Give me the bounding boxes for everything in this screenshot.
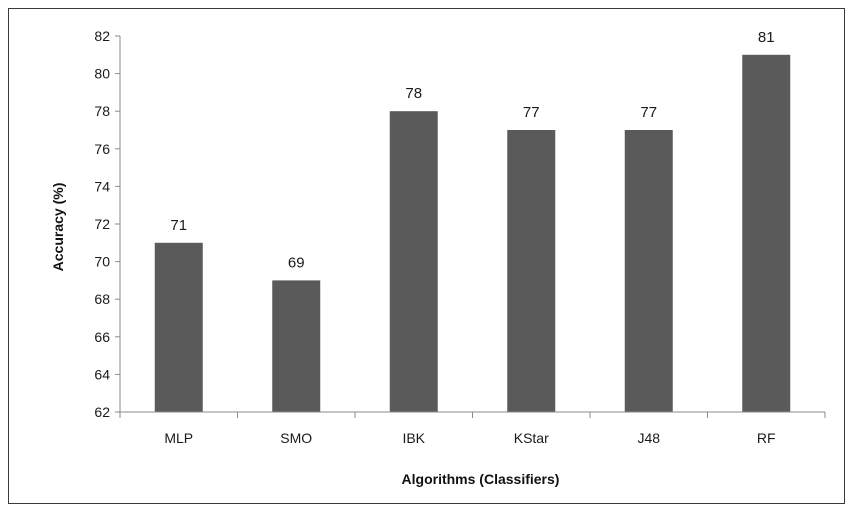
bars-group: 71 69 78 77 77 81 xyxy=(154,29,791,413)
x-axis-ticks: MLP SMO IBK KStar J48 RF xyxy=(119,412,826,446)
bar-mlp xyxy=(154,242,203,412)
y-tick-label: 82 xyxy=(94,28,110,44)
y-tick-label: 78 xyxy=(94,103,110,119)
data-label-kstar: 77 xyxy=(523,104,540,121)
bar-kstar xyxy=(507,130,556,412)
x-tick-label-j48: J48 xyxy=(637,430,660,446)
x-tick-label-kstar: KStar xyxy=(514,430,549,446)
y-tick-label: 64 xyxy=(94,366,110,382)
bar-ibk xyxy=(389,111,438,412)
y-tick-label: 76 xyxy=(94,141,110,157)
x-axis-title: Algorithms (Classifiers) xyxy=(402,471,560,487)
data-label-rf: 81 xyxy=(758,29,775,46)
y-axis-ticks: 62 64 66 68 70 72 74 76 78 80 82 xyxy=(94,28,120,420)
y-tick-label: 70 xyxy=(94,254,110,270)
bar-rf xyxy=(742,54,791,413)
y-tick-label: 72 xyxy=(94,216,110,232)
data-label-mlp: 71 xyxy=(170,217,187,234)
x-tick-label-rf: RF xyxy=(757,430,776,446)
y-axis-title: Accuracy (%) xyxy=(50,183,66,272)
y-tick-label: 66 xyxy=(94,329,110,345)
y-tick-label: 80 xyxy=(94,66,110,82)
data-label-smo: 69 xyxy=(288,254,305,271)
y-tick-label: 74 xyxy=(94,178,110,194)
y-tick-label: 68 xyxy=(94,291,110,307)
x-tick-label-mlp: MLP xyxy=(164,430,193,446)
data-label-ibk: 78 xyxy=(405,85,422,102)
x-tick-label-ibk: IBK xyxy=(402,430,425,446)
data-label-j48: 77 xyxy=(640,104,657,121)
bar-j48 xyxy=(624,130,673,412)
x-tick-label-smo: SMO xyxy=(280,430,312,446)
y-tick-label: 62 xyxy=(94,404,110,420)
bar-smo xyxy=(272,280,321,412)
